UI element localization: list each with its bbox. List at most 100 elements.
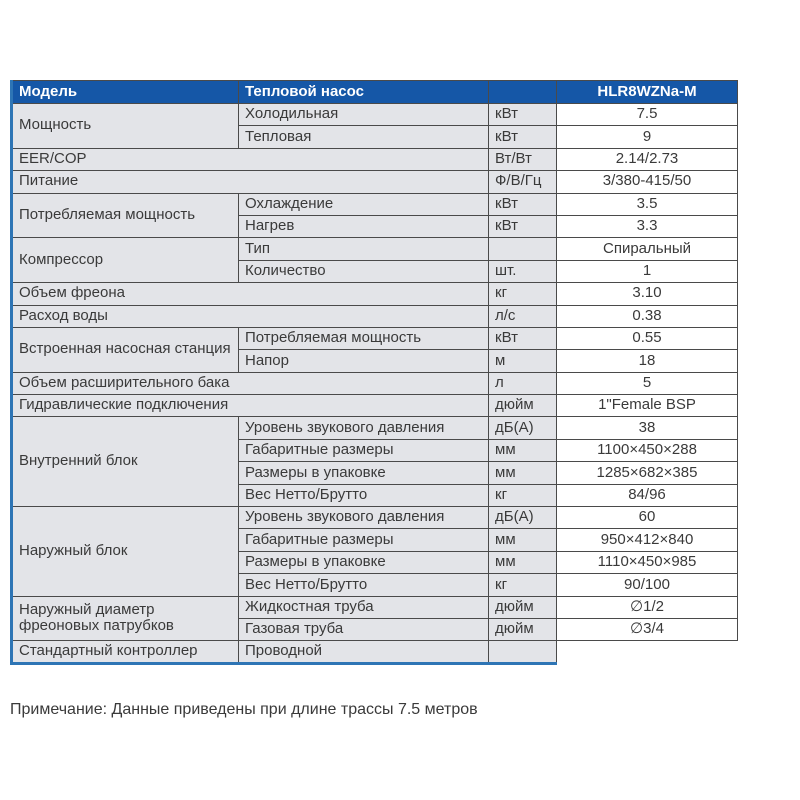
table-row: Напор м 18 [12,349,738,373]
spec-table: Модель Тепловой насос HLR8WZNa-M Мощност… [10,80,738,665]
cell-param: Габаритные размеры [238,438,489,463]
cell-param: Охлаждение [238,192,489,216]
cell-param: Уровень звукового давления [238,416,489,440]
cell-value: 1 [556,259,738,284]
cell-value: 0.38 [556,304,738,328]
cell-value: ∅1/2 [556,595,738,619]
cell-value: 0.55 [556,326,738,351]
cell-value: 7.5 [556,102,738,127]
cell-unit: кВт [488,102,557,127]
cell-param: Размеры в упаковке [238,550,489,575]
cell-value: 9 [556,125,738,149]
cell-unit: дБ(А) [488,506,557,530]
footnote: Примечание: Данные приведены при длине т… [10,701,478,718]
cell-param: Размеры в упаковке [238,461,489,485]
cell-merged: Питание [11,170,489,194]
cell-value: 3.3 [556,214,738,239]
table-row: Расход воды л/с 0.38 [11,304,738,328]
cell-param: Газовая труба [238,617,489,642]
table-row: Встроенная насосная станция Потребляемая… [11,326,738,373]
table-row: Потребляемая мощность Охлаждение кВт 3.5 [11,192,738,239]
header-model-value: HLR8WZNa-M [556,80,738,104]
cell-value: 60 [556,506,738,530]
table-row: Внутренний блок Уровень звукового давлен… [11,416,738,508]
table-row: Мощность Холодильная кВт 7.5 [11,102,738,149]
cell-merged: Расход воды [11,304,489,328]
table-row: Размеры в упаковке мм 1285×682×385 [12,461,738,485]
table-row: Вес Нетто/Брутто кг 84/96 [12,483,738,508]
cell-unit [488,640,557,665]
cell-unit: мм [488,438,557,463]
table-row: Тепловая кВт 9 [12,125,738,149]
cell-param: Тепловая [238,125,489,149]
cell-unit: Вт/Вт [488,147,557,172]
cell-value: 3/380-415/50 [556,170,738,194]
cell-param: Вес Нетто/Брутто [238,483,489,508]
cell-unit: шт. [488,259,557,284]
table-header-row: Модель Тепловой насос HLR8WZNa-M [11,80,738,104]
header-pump-label: Тепловой насос [238,80,489,104]
table-row: Стандартный контроллер Проводной [11,640,738,665]
cell-param: Холодильная [238,102,489,127]
cell-param: Потребляемая мощность [238,326,489,351]
cell-value: 90/100 [556,573,738,597]
cell-unit: мм [488,550,557,575]
cell-unit: л [488,371,557,396]
cell-value: 1110×450×985 [556,550,738,575]
table-row: Объем расширительного бака л 5 [11,371,738,396]
cell-unit: дБ(А) [488,416,557,440]
cell-unit: л/с [488,304,557,328]
cell-group: Внутренний блок [11,416,239,508]
cell-unit [488,237,557,261]
cell-group: Стандартный контроллер [11,640,239,665]
header-model-label: Модель [11,80,239,104]
cell-unit: м [488,349,557,373]
cell-unit: дюйм [488,595,557,619]
header-unit-label [488,80,557,104]
table-row: Питание Ф/В/Гц 3/380-415/50 [11,170,738,194]
cell-unit: дюйм [488,617,557,642]
cell-unit: кг [488,483,557,508]
cell-value: 2.14/2.73 [556,147,738,172]
cell-merged: Объем фреона [11,282,489,306]
table-row: EER/COP Вт/Вт 2.14/2.73 [11,147,738,172]
cell-param: Габаритные размеры [238,528,489,552]
cell-unit: кг [488,573,557,597]
cell-param: Жидкостная труба [238,595,489,619]
cell-merged: EER/COP [11,147,489,172]
table-row: Нагрев кВт 3.3 [12,214,738,239]
table-row: Габаритные размеры мм 1100×450×288 [12,438,738,463]
cell-unit: кВт [488,214,557,239]
cell-group: Компрессор [11,237,239,284]
cell-merged: Объем расширительного бака [11,371,489,396]
cell-value: 1100×450×288 [556,438,738,463]
table-row: Наружный блок Уровень звукового давления… [11,506,738,597]
cell-group: Потребляемая мощность [11,192,239,239]
cell-unit: кВт [488,125,557,149]
cell-group: Мощность [11,103,239,149]
table-row: Количество шт. 1 [12,259,738,284]
cell-param: Количество [238,259,489,284]
cell-unit: кВт [488,192,557,216]
cell-param: Проводной [238,640,489,665]
cell-value: 950×412×840 [556,528,738,552]
cell-unit: мм [488,528,557,552]
cell-value: 1"Female BSP [556,394,738,418]
table-row: Размеры в упаковке мм 1110×450×985 [12,550,738,575]
cell-value: 18 [556,349,738,373]
cell-unit: Ф/В/Гц [488,170,557,194]
cell-value: 3.10 [556,282,738,306]
cell-value: 1285×682×385 [556,461,738,485]
cell-value: 84/96 [556,483,738,508]
table-row: Наружный диаметр фреоновых патрубков Жид… [11,595,738,642]
cell-param: Уровень звукового давления [238,506,489,530]
cell-unit: мм [488,461,557,485]
table-row: Объем фреона кг 3.10 [11,282,738,306]
cell-group: Наружный блок [11,506,239,597]
cell-value: Спиральный [556,237,738,261]
cell-unit: кг [488,282,557,306]
cell-param: Тип [238,237,489,261]
table-row: Вес Нетто/Брутто кг 90/100 [12,573,738,597]
table-row: Гидравлические подключения дюйм 1"Female… [11,394,738,418]
cell-unit: кВт [488,326,557,351]
